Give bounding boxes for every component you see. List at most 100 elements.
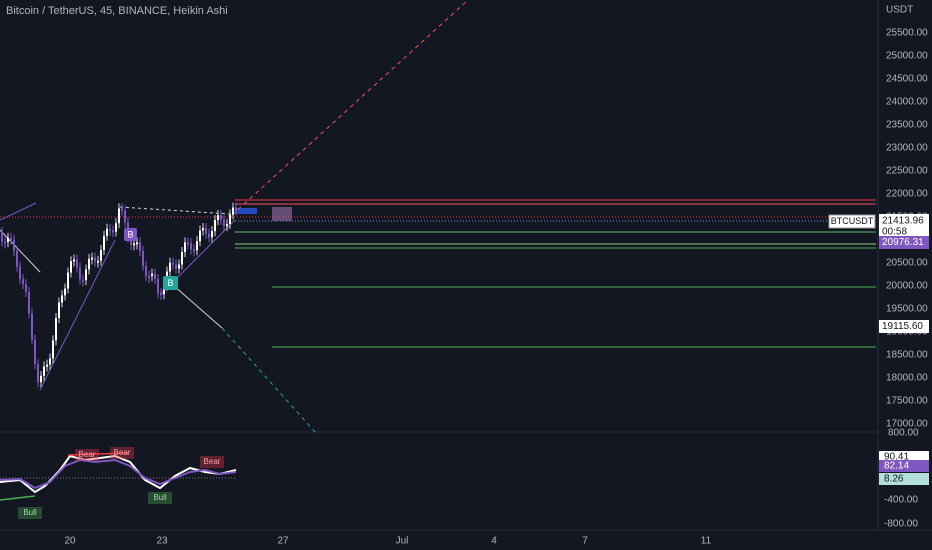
candle-body — [148, 275, 150, 278]
trend-line — [0, 229, 41, 273]
candle-body — [67, 272, 69, 289]
price-label: 24000.00 — [886, 97, 928, 108]
candle-body — [49, 358, 51, 365]
candle-body — [10, 237, 12, 240]
candle-body — [70, 261, 72, 273]
candle-body — [235, 207, 237, 211]
signal-box — [124, 228, 137, 241]
indicator-tag — [879, 460, 929, 472]
time-label: 11 — [701, 536, 712, 547]
candle-body — [97, 260, 99, 263]
indicator-label: Bear — [114, 448, 131, 457]
indicator-tag-text: 90.41 — [884, 452, 909, 463]
candle-body — [94, 257, 96, 262]
candle-body — [136, 242, 138, 245]
price-label: 17000.00 — [886, 419, 928, 430]
candle-body — [229, 214, 231, 225]
candle-body — [214, 220, 216, 232]
symbol-tag — [828, 214, 876, 229]
candle-body — [196, 241, 198, 251]
candle-body — [130, 237, 132, 246]
signal-box — [163, 276, 178, 290]
candle-body — [82, 279, 84, 282]
price-label: 19500.00 — [886, 304, 928, 315]
indicator-label-box — [75, 449, 99, 461]
last-price-tag — [879, 214, 929, 239]
candle-body — [211, 231, 213, 238]
indicator-line — [0, 458, 237, 490]
indicator-label: Bull — [23, 508, 37, 517]
price-label: 23000.00 — [886, 143, 928, 154]
candle-body — [139, 242, 141, 251]
candle-body — [163, 285, 165, 295]
chart-title: Bitcoin / TetherUS, 45, BINANCE, Heikin … — [6, 5, 228, 17]
candle-body — [208, 233, 210, 238]
candle-body — [46, 364, 48, 367]
candle-body — [112, 230, 114, 233]
candle-body — [52, 340, 54, 359]
candle-body — [61, 295, 63, 303]
trend-line — [231, 0, 469, 216]
axes: 25500.00 25000.00 24500.00 24000.00 23500.00… — [18, 28, 929, 547]
zone-box — [272, 207, 292, 221]
candle-body — [217, 215, 219, 221]
time-label: 7 — [582, 536, 588, 547]
candle-body — [25, 284, 27, 293]
indicator-axis-label: -800.00 — [884, 519, 918, 530]
price-label: 25000.00 — [886, 51, 928, 62]
time-label: 23 — [156, 536, 168, 547]
candle-body — [193, 249, 195, 252]
candle-body — [154, 273, 156, 280]
price-label: 18000.00 — [886, 373, 928, 384]
symbol-tag-text: BTCUSDT — [831, 216, 874, 226]
price-label: 25500.00 — [886, 28, 928, 39]
indicator — [0, 452, 237, 501]
candle-body — [172, 262, 174, 265]
time-label: 4 — [491, 536, 497, 547]
indicator-tag-text: 82.14 — [884, 461, 909, 472]
candle-body — [106, 228, 108, 236]
candle-body — [100, 250, 102, 261]
candle-body — [160, 293, 162, 296]
candle-body — [13, 239, 15, 252]
level-price: 20976.31 — [882, 237, 924, 248]
candle-body — [88, 258, 90, 270]
levels — [0, 199, 876, 348]
indicator-axis-label: -400.00 — [884, 495, 918, 506]
candle-body — [64, 288, 66, 296]
countdown: 00:58 — [882, 227, 907, 238]
candle-body — [199, 230, 201, 242]
candle-body — [31, 313, 33, 340]
price-label: 18500.00 — [886, 350, 928, 361]
candle-body — [124, 210, 126, 223]
candle-body — [91, 257, 93, 260]
candle-body — [145, 265, 147, 276]
candle-body — [121, 208, 123, 211]
indicator-label-box — [110, 447, 134, 459]
candle-body — [1, 232, 3, 242]
candle-body — [142, 250, 144, 266]
price-label: 22000.00 — [886, 189, 928, 200]
candles — [1, 202, 237, 388]
indicator-label-box — [200, 456, 224, 468]
indicator-label: Bear — [79, 450, 96, 459]
candle-body — [43, 366, 45, 376]
candle-body — [190, 243, 192, 250]
indicator-axis-label: 800.00 — [888, 428, 919, 439]
indicator-label-box — [18, 507, 42, 519]
last-price: 21413.96 — [882, 216, 924, 227]
price-label: 23500.00 — [886, 120, 928, 131]
price-label: 20500.00 — [886, 258, 928, 269]
zone-box — [235, 208, 257, 214]
candle-body — [37, 364, 39, 383]
candle-body — [79, 267, 81, 280]
candle-body — [16, 251, 18, 267]
candle-body — [4, 241, 6, 244]
candle-body — [133, 243, 135, 246]
time-label: 20 — [64, 536, 76, 547]
candle-body — [232, 207, 234, 215]
candle-body — [187, 242, 189, 245]
candle-body — [115, 223, 117, 232]
time-label: Jul — [396, 536, 409, 547]
